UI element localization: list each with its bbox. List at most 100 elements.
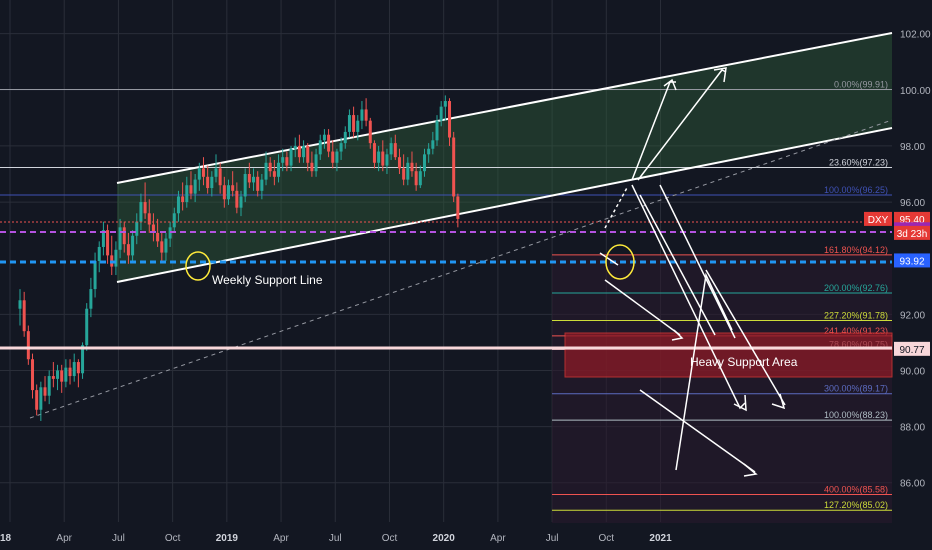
candle-body-89[interactable] — [389, 143, 393, 155]
candle-body-95[interactable] — [414, 171, 418, 186]
candle-body-65[interactable] — [289, 148, 293, 166]
candle-body-66[interactable] — [293, 145, 297, 149]
candle-body-92[interactable] — [402, 168, 406, 180]
candle-body-43[interactable] — [197, 168, 201, 180]
candle-body-16[interactable] — [85, 308, 89, 346]
candle-body-76[interactable] — [335, 151, 339, 163]
candle-body-19[interactable] — [97, 246, 101, 261]
candle-body-8[interactable] — [51, 376, 55, 379]
candle-body-101[interactable] — [439, 106, 443, 121]
candle-body-48[interactable] — [218, 168, 222, 186]
candle-body-26[interactable] — [126, 244, 130, 256]
candle-body-100[interactable] — [435, 120, 439, 141]
candle-body-54[interactable] — [243, 174, 247, 197]
candle-body-53[interactable] — [239, 196, 243, 208]
candle-body-91[interactable] — [397, 157, 401, 169]
candle-body-70[interactable] — [310, 162, 314, 172]
candle-body-33[interactable] — [156, 232, 160, 242]
candle-body-0[interactable] — [18, 300, 22, 309]
candle-body-72[interactable] — [318, 140, 322, 155]
candle-body-12[interactable] — [68, 367, 72, 377]
channel-bottom-line[interactable] — [116, 127, 893, 283]
candle-body-71[interactable] — [314, 154, 318, 172]
candle-body-38[interactable] — [176, 196, 180, 214]
candle-body-40[interactable] — [185, 185, 189, 203]
candle-body-1[interactable] — [22, 300, 26, 332]
candle-body-98[interactable] — [427, 148, 431, 155]
candle-body-20[interactable] — [101, 230, 105, 247]
candle-body-84[interactable] — [368, 120, 372, 144]
candle-body-88[interactable] — [385, 154, 389, 166]
candle-body-46[interactable] — [210, 176, 214, 189]
candle-body-60[interactable] — [268, 162, 272, 172]
candle-body-15[interactable] — [81, 345, 85, 374]
candle-body-68[interactable] — [302, 145, 306, 158]
candle-body-14[interactable] — [76, 362, 80, 374]
candle-body-29[interactable] — [139, 202, 143, 222]
candle-body-97[interactable] — [422, 154, 426, 172]
candle-body-62[interactable] — [277, 162, 281, 177]
candle-body-32[interactable] — [151, 224, 155, 233]
candle-body-102[interactable] — [443, 101, 447, 107]
candle-body-74[interactable] — [327, 134, 331, 152]
candle-body-5[interactable] — [39, 387, 43, 410]
candle-body-75[interactable] — [331, 151, 335, 163]
candle-body-90[interactable] — [393, 143, 397, 158]
candle-body-55[interactable] — [247, 174, 251, 183]
candle-body-23[interactable] — [114, 249, 118, 267]
candle-body-4[interactable] — [35, 390, 39, 410]
candle-body-78[interactable] — [343, 131, 347, 144]
candle-body-39[interactable] — [181, 196, 185, 203]
dashed-trend-line[interactable] — [29, 119, 893, 419]
candle-body-58[interactable] — [260, 179, 264, 191]
candle-body-51[interactable] — [231, 185, 235, 191]
candle-body-2[interactable] — [26, 331, 30, 360]
candle-body-86[interactable] — [377, 151, 381, 163]
candle-body-81[interactable] — [356, 120, 360, 132]
candle-body-50[interactable] — [227, 185, 230, 200]
candle-body-103[interactable] — [448, 101, 452, 138]
candle-body-7[interactable] — [47, 376, 51, 396]
candle-body-73[interactable] — [322, 134, 326, 141]
candle-body-80[interactable] — [352, 115, 356, 132]
candle-body-27[interactable] — [131, 235, 135, 256]
candle-body-47[interactable] — [214, 168, 218, 177]
candle-body-52[interactable] — [235, 190, 239, 208]
candle-body-35[interactable] — [164, 238, 168, 253]
candle-body-3[interactable] — [31, 359, 35, 391]
candle-body-21[interactable] — [106, 230, 110, 256]
heavy-support-box[interactable] — [564, 332, 893, 378]
candle-body-63[interactable] — [281, 157, 285, 163]
candle-body-13[interactable] — [72, 362, 76, 377]
candle-body-83[interactable] — [364, 109, 368, 121]
candle-body-105[interactable] — [456, 196, 460, 219]
candle-body-9[interactable] — [56, 370, 60, 379]
candle-body-45[interactable] — [206, 176, 210, 189]
candle-body-37[interactable] — [172, 213, 176, 228]
candle-body-49[interactable] — [222, 185, 226, 200]
candle-body-67[interactable] — [297, 145, 301, 158]
candle-body-24[interactable] — [118, 227, 122, 250]
candle-body-87[interactable] — [381, 151, 385, 166]
candle-body-44[interactable] — [201, 168, 205, 177]
candle-body-93[interactable] — [406, 162, 410, 180]
candle-body-6[interactable] — [43, 387, 47, 396]
candle-body-57[interactable] — [256, 176, 260, 191]
candle-body-79[interactable] — [347, 115, 351, 132]
candle-body-61[interactable] — [272, 171, 276, 177]
candle-body-10[interactable] — [60, 370, 64, 382]
candle-body-30[interactable] — [143, 202, 147, 214]
candle-body-99[interactable] — [431, 140, 435, 149]
candle-body-82[interactable] — [360, 109, 364, 121]
candle-body-59[interactable] — [264, 162, 268, 180]
candle-body-69[interactable] — [306, 145, 310, 163]
candle-body-31[interactable] — [147, 213, 151, 225]
candle-body-104[interactable] — [452, 137, 456, 197]
candle-body-34[interactable] — [160, 241, 164, 253]
candle-body-17[interactable] — [89, 289, 93, 309]
candle-body-11[interactable] — [64, 367, 68, 382]
candle-body-85[interactable] — [372, 143, 376, 163]
candle-body-56[interactable] — [252, 176, 256, 183]
candle-body-77[interactable] — [339, 143, 343, 152]
